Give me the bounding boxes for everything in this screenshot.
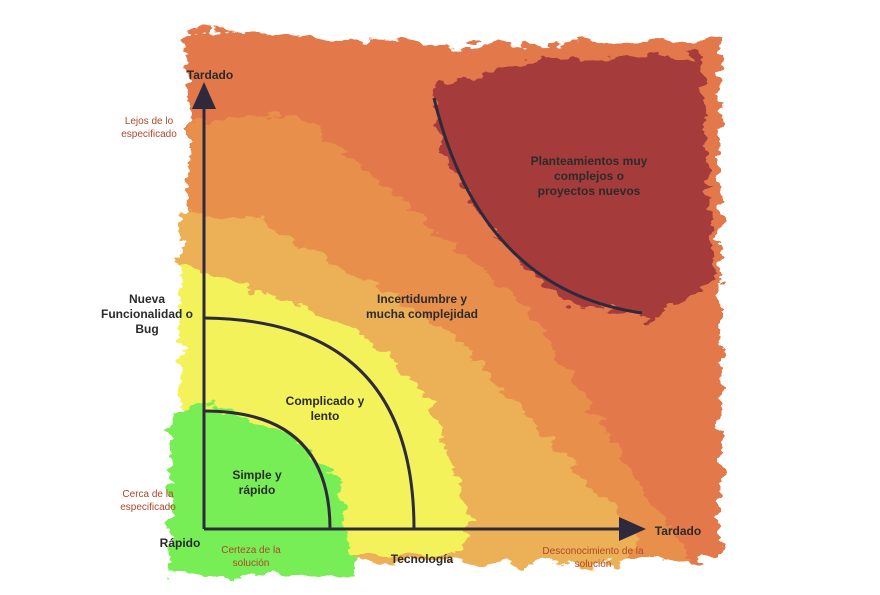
x-axis-right-hint: Desconocimiento de la solución: [542, 546, 644, 570]
boundary-curve-outer: [432, 97, 643, 315]
x-axis-right-label: Tardado: [654, 524, 702, 538]
zone-label-uncertainty: Incertidumbre y mucha complejidad: [365, 292, 479, 321]
x-axis-left-hint: Certeza de la solución: [221, 545, 281, 569]
y-axis-middle-label: Nueva Funcionalidad o Bug: [101, 292, 193, 336]
zone-label-simple: Simple y rápido: [232, 468, 282, 497]
x-axis-middle-label: Tecnología: [390, 552, 454, 566]
y-axis-top-hint: Lejos de lo especificado: [121, 116, 177, 140]
zone-green: [170, 405, 355, 575]
zone-dark-red: [435, 55, 715, 320]
boundary-curve-inner: [203, 409, 332, 530]
y-axis-bottom-hint: Cerca de la especificado: [120, 489, 176, 513]
boundary-curve-middle: [203, 316, 416, 530]
y-axis-top-label: Tardado: [186, 68, 234, 82]
zone-label-complicated: Complicado y lento: [285, 394, 365, 423]
zone-label-complex: Planteamientos muy complejos o proyectos…: [530, 154, 648, 198]
origin-label: Rápido: [159, 536, 201, 550]
